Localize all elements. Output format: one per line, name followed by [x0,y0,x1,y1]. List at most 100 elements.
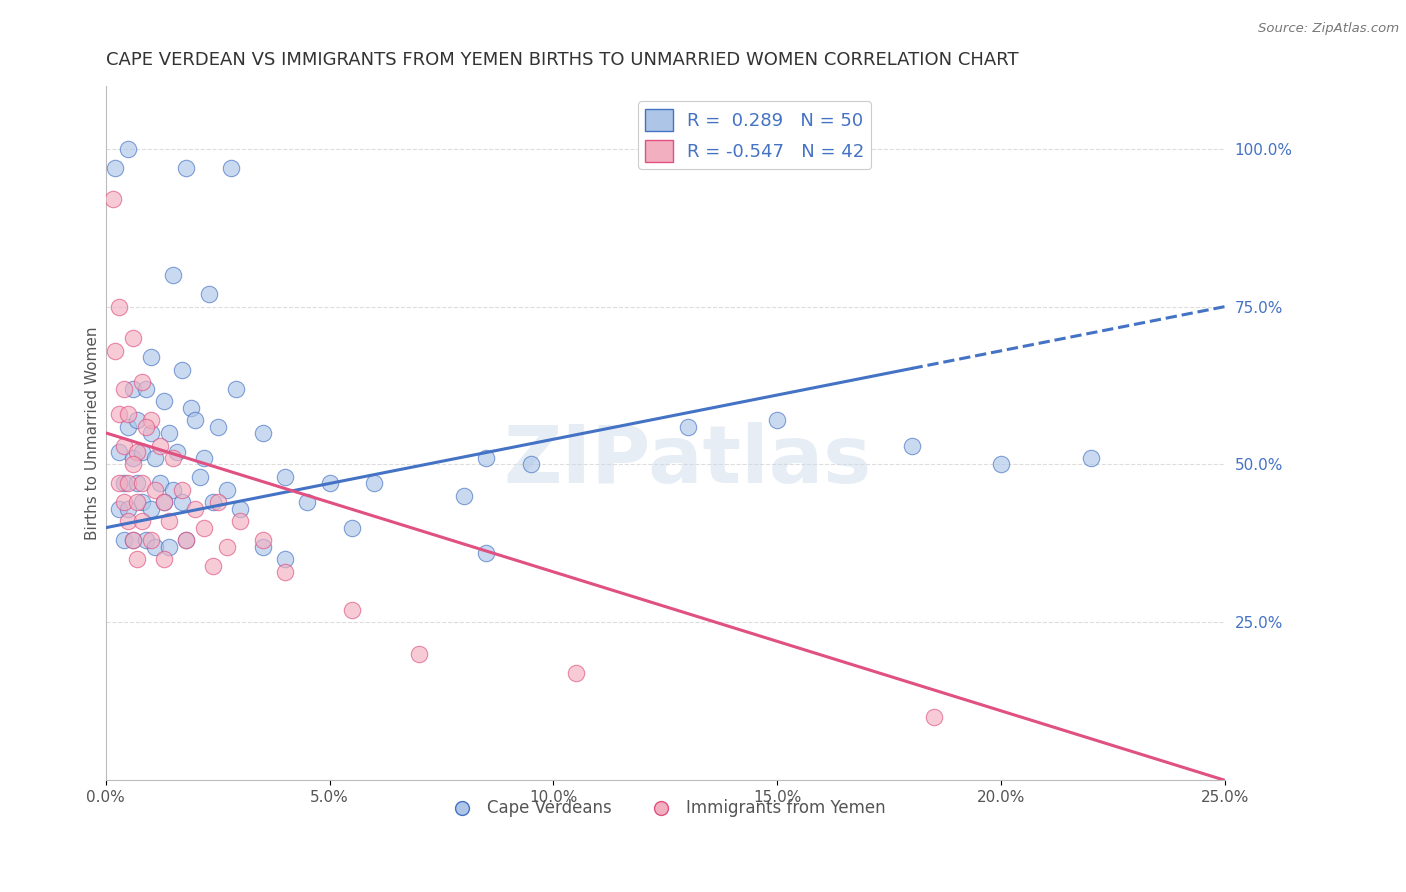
Point [135,419,157,434]
Y-axis label: Births to Unmarried Women: Births to Unmarried Women [86,326,100,540]
Point [112,495,135,509]
Point [170,483,193,497]
Point [108,407,131,421]
Point [252,533,274,548]
Point [340,521,363,535]
Point [108,300,131,314]
Point [184,501,207,516]
Point [131,376,153,390]
Point [143,540,166,554]
Point [922,710,945,724]
Point [229,501,252,516]
Text: CAPE VERDEAN VS IMMIGRANTS FROM YEMEN BIRTHS TO UNMARRIED WOMEN CORRELATION CHAR: CAPE VERDEAN VS IMMIGRANTS FROM YEMEN BI… [105,51,1018,69]
Point [252,425,274,440]
Point [153,394,176,409]
Point [112,438,135,452]
Point [157,540,180,554]
Point [207,419,229,434]
Point [274,565,297,579]
Point [408,647,430,661]
Point [229,514,252,528]
Point [176,161,198,175]
Point [135,382,157,396]
Point [131,514,153,528]
Point [153,552,176,566]
Point [135,533,157,548]
Point [112,533,135,548]
Point [219,161,242,175]
Point [117,407,139,421]
Point [117,514,139,528]
Point [112,476,135,491]
Point [162,483,184,497]
Point [184,413,207,427]
Point [207,495,229,509]
Point [193,521,215,535]
Point [900,438,922,452]
Point [127,495,149,509]
Point [274,470,297,484]
Point [475,451,498,466]
Point [139,350,162,364]
Point [198,287,221,301]
Point [127,476,149,491]
Point [157,425,180,440]
Point [143,483,166,497]
Point [215,540,238,554]
Point [215,483,238,497]
Point [148,476,170,491]
Point [131,445,153,459]
Point [139,533,162,548]
Point [108,501,131,516]
Point [121,382,143,396]
Point [676,419,699,434]
Point [453,489,475,503]
Point [139,501,162,516]
Point [121,533,143,548]
Point [166,445,188,459]
Point [1080,451,1102,466]
Point [101,192,124,206]
Point [127,552,149,566]
Point [162,268,184,282]
Point [121,451,143,466]
Point [565,665,588,680]
Point [112,382,135,396]
Point [225,382,247,396]
Point [274,552,297,566]
Point [117,476,139,491]
Point [104,161,127,175]
Point [127,445,149,459]
Point [108,476,131,491]
Point [139,425,162,440]
Point [162,451,184,466]
Point [202,495,225,509]
Point [766,413,789,427]
Point [117,419,139,434]
Point [176,533,198,548]
Point [157,514,180,528]
Point [475,546,498,560]
Point [117,501,139,516]
Point [340,603,363,617]
Point [148,438,170,452]
Point [117,142,139,156]
Point [104,343,127,358]
Point [143,451,166,466]
Text: ZIPatlas: ZIPatlas [503,422,872,500]
Point [127,413,149,427]
Point [193,451,215,466]
Text: Source: ZipAtlas.com: Source: ZipAtlas.com [1258,22,1399,36]
Point [318,476,340,491]
Point [139,413,162,427]
Point [121,331,143,345]
Point [990,458,1012,472]
Point [170,495,193,509]
Point [153,495,176,509]
Point [188,470,211,484]
Point [108,445,131,459]
Point [131,495,153,509]
Point [170,363,193,377]
Point [121,533,143,548]
Point [520,458,543,472]
